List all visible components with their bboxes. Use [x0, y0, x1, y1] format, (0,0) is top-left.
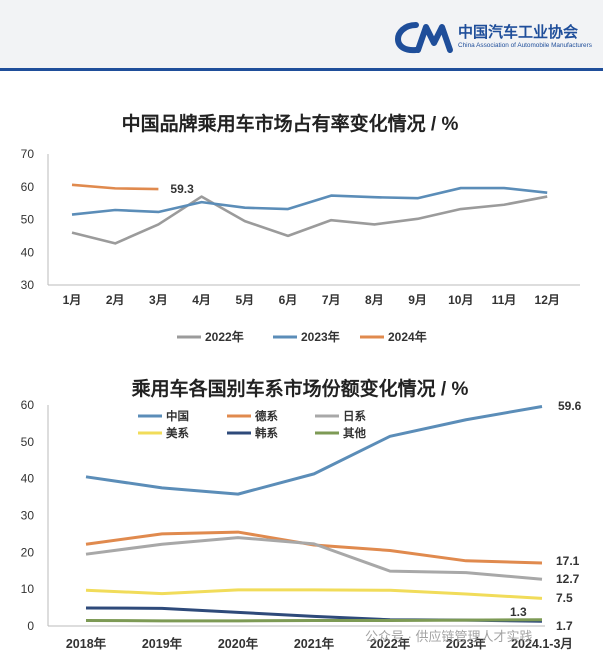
- y-tick-label: 50: [21, 213, 35, 227]
- header-divider: [0, 68, 603, 71]
- y-tick-label: 50: [21, 435, 35, 449]
- x-tick-label: 7月: [322, 293, 341, 307]
- series-line-日系: [85, 536, 543, 581]
- x-tick-label: 3月: [149, 293, 168, 307]
- market-share-chart: 中国品牌乘用车市场占有率变化情况 / % 30 40 50 60 70 1月 2月 3月 4月…: [21, 112, 580, 344]
- x-tick-label: 12月: [535, 293, 560, 307]
- y-tick-label: 40: [21, 245, 35, 259]
- y-tick-label: 0: [27, 619, 34, 633]
- y-tick-label: 40: [21, 472, 35, 486]
- y-tick-label: 10: [21, 582, 35, 596]
- legend-label: 德系: [254, 409, 278, 423]
- legend-label: 2022年: [205, 329, 244, 344]
- x-tick-label: 5月: [235, 293, 254, 307]
- watermark-text: 公众号 · 供应链管理人才实践: [365, 629, 533, 644]
- legend-label: 日系: [343, 409, 366, 423]
- series-line-中国: [85, 404, 543, 496]
- x-tick-label: 9月: [408, 293, 427, 307]
- series-line-2022年: [71, 195, 548, 245]
- end-value-label: 1.7: [556, 619, 573, 633]
- y-tick-label: 30: [21, 278, 35, 292]
- caam-logo-icon: [394, 22, 453, 54]
- series-line-德系: [85, 530, 543, 565]
- x-tick-label: 4月: [192, 293, 211, 307]
- end-value-label: 7.5: [556, 591, 573, 605]
- end-value-label: 17.1: [556, 554, 580, 568]
- end-value-label: 1.3: [510, 605, 527, 619]
- series-line-其他: [85, 618, 543, 623]
- x-tick-label: 2月: [106, 293, 125, 307]
- series-line-2023年: [71, 186, 548, 216]
- x-tick-label: 2021年: [294, 636, 335, 651]
- chart-title: 中国品牌乘用车市场占有率变化情况 / %: [122, 112, 459, 135]
- org-name-en: China Association of Automobile Manufact…: [458, 42, 592, 49]
- legend-label: 2024年: [388, 329, 427, 344]
- x-tick-label: 6月: [279, 293, 298, 307]
- legend-label: 韩系: [255, 426, 278, 440]
- x-tick-label: 11月: [492, 293, 517, 307]
- series-line-美系: [85, 588, 543, 600]
- x-tick-label: 10月: [448, 293, 473, 307]
- series-line-2024年: [71, 183, 159, 191]
- x-tick-label: 2022年: [370, 636, 411, 651]
- x-tick-label: 2019年: [142, 636, 183, 651]
- y-tick-label: 60: [21, 180, 35, 194]
- y-tick-label: 70: [21, 147, 35, 161]
- brand-origin-share-chart: 乘用车各国别车系市场份额变化情况 / % 0 10 20 30 40 50 60 2018年…: [21, 377, 582, 651]
- x-tick-label: 2023年: [446, 636, 487, 651]
- legend-label: 2023年: [301, 329, 340, 344]
- x-tick-label: 2024.1-3月: [511, 637, 573, 651]
- x-tick-label: 2020年: [218, 636, 259, 651]
- end-value-label: 59.6: [558, 399, 582, 413]
- org-name-cn: 中国汽车工业协会: [458, 24, 579, 41]
- x-tick-label: 8月: [365, 293, 384, 307]
- end-value-label: 12.7: [556, 572, 580, 586]
- legend-label: 美系: [166, 426, 189, 440]
- legend-label: 中国: [166, 409, 189, 423]
- y-tick-label: 30: [21, 509, 35, 523]
- header-bar: [0, 0, 603, 68]
- y-tick-label: 60: [21, 398, 35, 412]
- data-label: 59.3: [170, 182, 194, 196]
- chart-title: 乘用车各国别车系市场份额变化情况 / %: [131, 377, 469, 400]
- x-tick-label: 2018年: [66, 636, 107, 651]
- legend-label: 其他: [343, 426, 366, 440]
- x-tick-label: 1月: [63, 293, 82, 307]
- y-tick-label: 20: [21, 545, 35, 559]
